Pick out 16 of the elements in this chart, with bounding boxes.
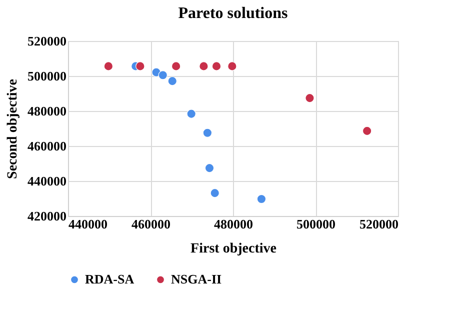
x-tick-label: 520000 (360, 216, 398, 232)
legend-label: RDA-SA (85, 272, 135, 287)
y-axis-title: Second objective (6, 79, 20, 179)
y-tick-label: 440000 (28, 174, 66, 188)
x-tick-label: 480000 (214, 216, 253, 232)
y-tick-label: 480000 (28, 104, 66, 118)
x-tick-label: 460000 (132, 216, 170, 232)
legend-label: NSGA-II (171, 272, 222, 287)
y-tick-label: 420000 (28, 208, 66, 224)
y-tick-label: 520000 (28, 34, 66, 48)
x-axis-title: First objective (190, 242, 276, 256)
x-tick-label: 500000 (296, 216, 336, 232)
x-tick-label: 440000 (68, 216, 108, 232)
y-tick-label: 500000 (28, 68, 66, 84)
chart-title: Pareto solutions (178, 5, 288, 22)
y-tick-label: 460000 (28, 138, 66, 154)
